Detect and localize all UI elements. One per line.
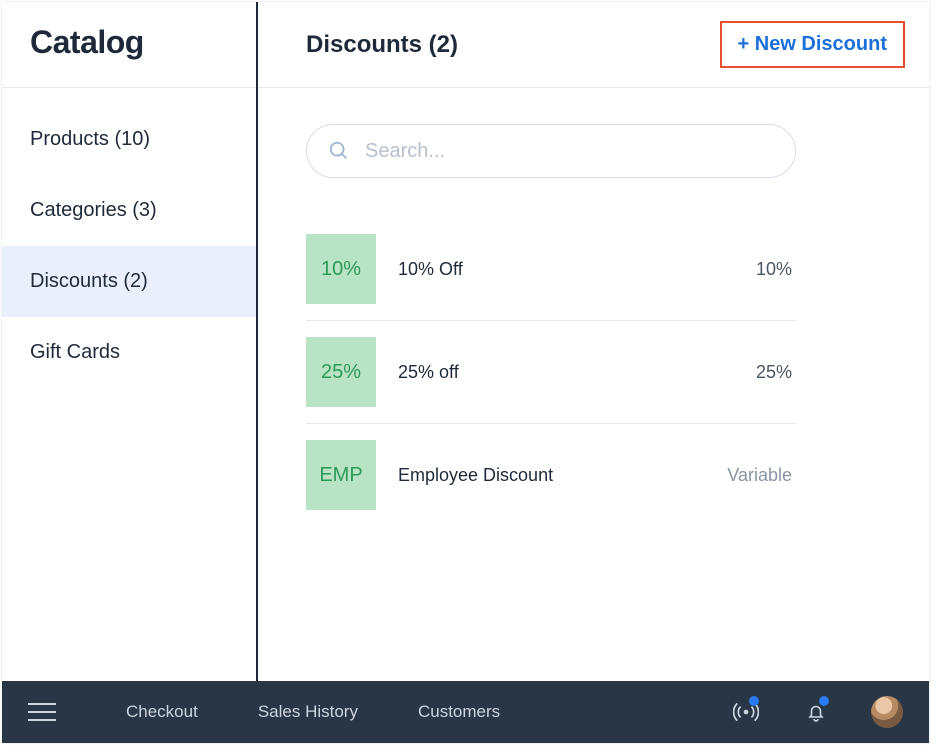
search-field <box>306 124 796 178</box>
content-header: Discounts (2) + New Discount <box>258 2 929 88</box>
notification-dot <box>749 696 759 706</box>
menu-icon[interactable] <box>28 703 56 721</box>
discount-value: 10% <box>756 259 796 280</box>
sidebar-item-products[interactable]: Products (10) <box>2 104 256 175</box>
broadcast-icon[interactable] <box>731 697 761 727</box>
sidebar-nav: Products (10) Categories (3) Discounts (… <box>2 88 256 388</box>
sidebar-item-discounts[interactable]: Discounts (2) <box>2 246 256 317</box>
search-input[interactable] <box>306 124 796 178</box>
discount-row[interactable]: EMP Employee Discount Variable <box>306 424 796 526</box>
discount-row[interactable]: 25% 25% off 25% <box>306 321 796 424</box>
new-discount-button[interactable]: + New Discount <box>720 21 905 68</box>
sidebar-item-label: Discounts (2) <box>30 270 148 292</box>
discount-badge: 25% <box>306 337 376 407</box>
discount-name: 10% Off <box>376 259 756 280</box>
bottom-link-customers[interactable]: Customers <box>418 702 500 722</box>
bottom-bar: Checkout Sales History Customers <box>2 681 929 743</box>
avatar[interactable] <box>871 696 903 728</box>
main-area: Catalog Products (10) Categories (3) Dis… <box>2 2 929 681</box>
discount-list: 10% 10% Off 10% 25% 25% off 25% EMP Empl… <box>306 218 796 526</box>
discount-row[interactable]: 10% 10% Off 10% <box>306 218 796 321</box>
bottom-link-checkout[interactable]: Checkout <box>126 702 198 722</box>
discount-badge: 10% <box>306 234 376 304</box>
sidebar: Catalog Products (10) Categories (3) Dis… <box>2 2 258 681</box>
content-pane: Discounts (2) + New Discount 10% 10% Off… <box>258 2 929 681</box>
notification-dot <box>819 696 829 706</box>
sidebar-item-label: Categories (3) <box>30 199 157 221</box>
sidebar-item-gift-cards[interactable]: Gift Cards <box>2 317 256 388</box>
discount-value: 25% <box>756 362 796 383</box>
bell-icon[interactable] <box>801 697 831 727</box>
content-body: 10% 10% Off 10% 25% 25% off 25% EMP Empl… <box>258 88 929 526</box>
app-window: Catalog Products (10) Categories (3) Dis… <box>2 2 929 743</box>
search-icon <box>328 140 350 162</box>
discount-badge: EMP <box>306 440 376 510</box>
discount-value: Variable <box>727 465 796 486</box>
bottom-link-sales-history[interactable]: Sales History <box>258 702 358 722</box>
discount-name: Employee Discount <box>376 465 727 486</box>
discount-name: 25% off <box>376 362 756 383</box>
sidebar-item-label: Products (10) <box>30 128 150 150</box>
sidebar-title: Catalog <box>2 2 256 87</box>
page-title: Discounts (2) <box>306 31 458 59</box>
sidebar-item-categories[interactable]: Categories (3) <box>2 175 256 246</box>
sidebar-item-label: Gift Cards <box>30 341 120 363</box>
